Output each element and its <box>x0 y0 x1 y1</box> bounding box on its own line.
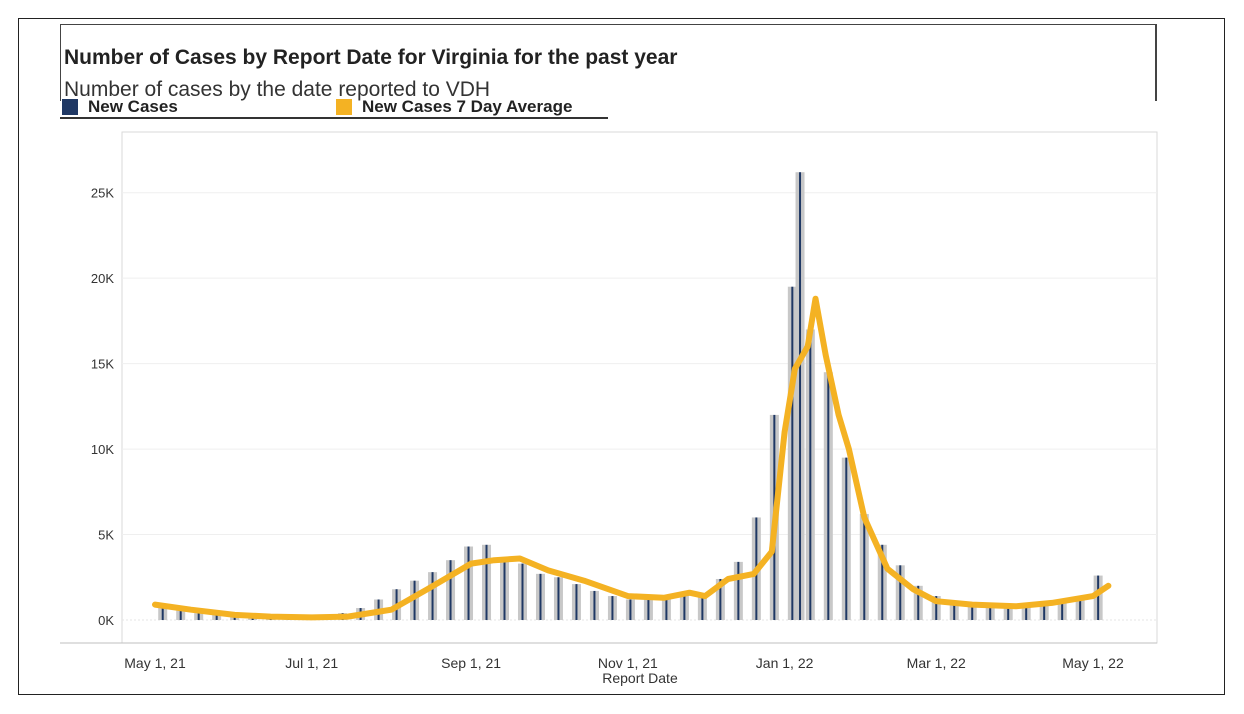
y-tick-label: 25K <box>91 186 114 201</box>
bar-recent <box>1025 606 1028 620</box>
y-tick-label: 15K <box>91 357 114 372</box>
chart-title: Number of Cases by Report Date for Virgi… <box>64 46 678 69</box>
series-line-7-day-average <box>152 295 1112 621</box>
legend-label-new-cases: New Cases <box>88 97 178 116</box>
bar-recent <box>917 585 920 620</box>
bar-recent <box>647 599 650 620</box>
bar-recent <box>467 546 470 620</box>
bar-recent <box>503 558 506 620</box>
x-tick-label: Jan 1, 22 <box>756 655 814 671</box>
bar-recent <box>557 577 560 620</box>
bar-recent <box>593 590 596 620</box>
bar-recent <box>935 596 938 620</box>
bar-recent <box>971 604 974 620</box>
bar-recent <box>665 597 668 620</box>
bar-recent <box>521 563 524 620</box>
bar-recent <box>485 544 488 620</box>
bar-recent <box>989 606 992 620</box>
bar-recent <box>1007 608 1010 620</box>
y-tick-label: 5K <box>98 528 114 543</box>
bar-recent <box>431 572 434 620</box>
x-tick-label: Mar 1, 22 <box>907 655 966 671</box>
bar-recent <box>629 599 632 620</box>
bar-recent <box>827 372 830 620</box>
bar-recent <box>953 601 956 620</box>
bar-recent <box>215 614 218 620</box>
legend-item-new-cases[interactable]: New Cases <box>62 97 178 117</box>
bar-recent <box>611 596 614 620</box>
bar-recent <box>1043 602 1046 620</box>
legend: New Cases New Cases 7 Day Average <box>60 97 608 119</box>
bar-recent <box>683 592 686 620</box>
legend-label-7-day-average: New Cases 7 Day Average <box>362 97 573 116</box>
y-tick-label: 10K <box>91 442 114 457</box>
chart-subtitle: Number of cases by the date reported to … <box>64 78 491 101</box>
bar-recent <box>1097 575 1100 620</box>
bar-recent <box>575 584 578 620</box>
bar-recent <box>197 613 200 620</box>
x-tick-label: Nov 1, 21 <box>598 655 658 671</box>
bar-recent <box>737 561 740 620</box>
x-axis-title: Report Date <box>602 670 678 686</box>
bar-recent <box>1079 596 1082 620</box>
bar-recent <box>413 580 416 620</box>
x-tick-label: May 1, 21 <box>124 655 186 671</box>
bar-recent <box>791 286 794 620</box>
bar-recent <box>809 329 812 620</box>
x-tick-label: May 1, 22 <box>1062 655 1124 671</box>
bar-recent <box>899 565 902 620</box>
bar-recent <box>701 596 704 620</box>
bar-recent <box>863 514 866 620</box>
bar-recent <box>799 172 802 620</box>
bar-recent <box>845 457 848 620</box>
bar-recent <box>233 616 236 620</box>
bar-recent <box>449 560 452 620</box>
bar-recent <box>1061 599 1064 620</box>
plot-area <box>121 131 1158 644</box>
legend-swatch-7-day-average <box>336 99 352 115</box>
legend-swatch-new-cases <box>62 99 78 115</box>
bar-recent <box>179 610 182 620</box>
y-tick-label: 20K <box>91 271 114 286</box>
bar-recent <box>161 606 164 620</box>
x-tick-label: Jul 1, 21 <box>285 655 338 671</box>
title-box <box>60 24 1157 101</box>
bar-recent <box>719 578 722 620</box>
legend-item-7-day-average[interactable]: New Cases 7 Day Average <box>336 97 572 117</box>
y-tick-label: 0K <box>98 613 114 628</box>
chart-frame <box>18 18 1225 695</box>
x-tick-label: Sep 1, 21 <box>441 655 501 671</box>
bar-recent <box>881 544 884 620</box>
bar-recent <box>539 573 542 620</box>
